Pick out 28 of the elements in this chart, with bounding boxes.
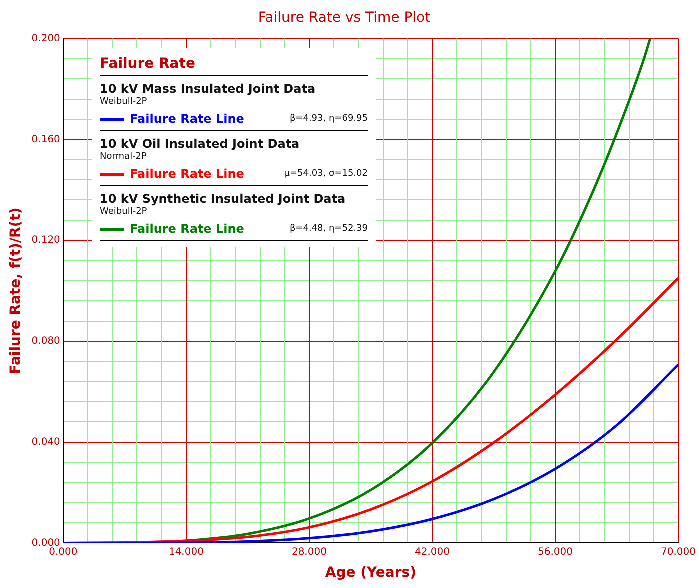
y-tick-label: 0.040 xyxy=(32,436,60,448)
annotation: 10 kV Mass Insulated Joint Data xyxy=(100,82,317,96)
x-tick-label: 0.000 xyxy=(49,546,78,558)
y-tick-label: 0.080 xyxy=(32,336,60,348)
y-tick-label: 0.000 xyxy=(32,538,60,549)
annotation: Weibull-2P xyxy=(100,97,148,107)
annotation: 10 kV Oil Insulated Joint Data xyxy=(100,137,301,151)
annotation: 10 kV Synthetic Insulated Joint Data xyxy=(100,192,347,206)
x-tick-label: 70.000 xyxy=(661,546,696,558)
annotation: β=4.48, η=52.39 xyxy=(290,224,368,234)
x-tick-label: 28.000 xyxy=(292,546,327,558)
y-tick-label: 0.160 xyxy=(32,134,60,146)
chart-title: Failure Rate vs Time Plot xyxy=(258,10,432,26)
x-axis-title: Age (Years) xyxy=(325,565,416,582)
annotation: Normal-2P xyxy=(100,152,148,162)
y-tick-label: 0.120 xyxy=(32,235,60,246)
y-axis-title: Failure Rate, f(t)/R(t) xyxy=(8,208,24,374)
legend-label: Failure Rate Line xyxy=(130,222,244,236)
y-tick-label: 0.200 xyxy=(32,33,60,44)
x-tick-label: 56.000 xyxy=(538,546,573,558)
x-tick-label: 14.000 xyxy=(168,546,204,558)
legend-label: Failure Rate Line xyxy=(130,167,244,181)
legend-label: Failure Rate Line xyxy=(130,112,244,126)
annotation: μ=54.03, σ=15.02 xyxy=(284,169,368,179)
annotation: β=4.93, η=69.95 xyxy=(290,114,368,124)
annotation: Weibull-2P xyxy=(100,207,148,217)
x-tick-label: 42.000 xyxy=(414,546,450,558)
legend-title: Failure Rate xyxy=(100,56,368,76)
